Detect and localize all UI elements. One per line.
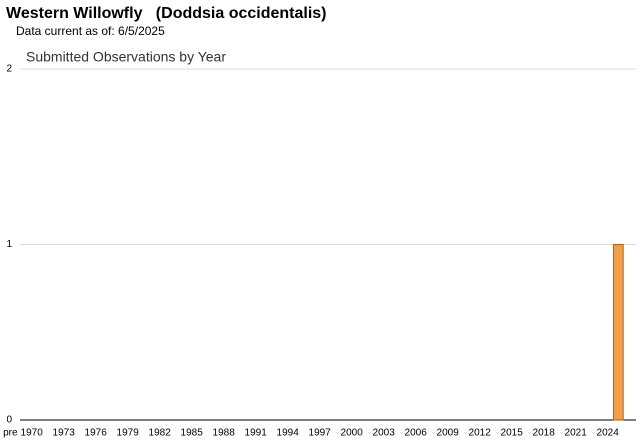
bar: [613, 244, 624, 421]
x-tick-label: 1979: [117, 428, 140, 439]
x-tick-label: 2003: [373, 428, 396, 439]
x-tick-label: 1985: [181, 428, 204, 439]
chart-subtitle: Data current as of: 6/5/2025: [16, 24, 165, 38]
x-tick-label: 2000: [341, 428, 364, 439]
x-tick-label: 2024: [597, 428, 620, 439]
chart-title: Western Willowfly (Doddsia occidentalis): [6, 5, 327, 22]
x-tick-label: 1988: [213, 428, 236, 439]
y-tick-label: 1: [6, 239, 12, 250]
x-tick-label: 1997: [309, 428, 332, 439]
y-tick-label: 2: [6, 64, 12, 75]
x-tick-label: 1991: [245, 428, 268, 439]
plot-title: Submitted Observations by Year: [26, 49, 226, 65]
x-tick-label: 2018: [533, 428, 556, 439]
x-tick-label: 2012: [469, 428, 492, 439]
x-tick-label: 1970: [21, 428, 44, 439]
x-tick-label: pre: [3, 428, 18, 439]
x-tick-label: 2006: [405, 428, 428, 439]
y-tick-label: 0: [6, 415, 12, 426]
x-tick-label: 1994: [277, 428, 300, 439]
x-tick-label: 1982: [149, 428, 172, 439]
x-tick-label: 2021: [565, 428, 588, 439]
x-tick-label: 2009: [437, 428, 460, 439]
x-tick-label: 1973: [53, 428, 76, 439]
x-tick-label: 2015: [501, 428, 524, 439]
x-tick-label: 1976: [85, 428, 108, 439]
